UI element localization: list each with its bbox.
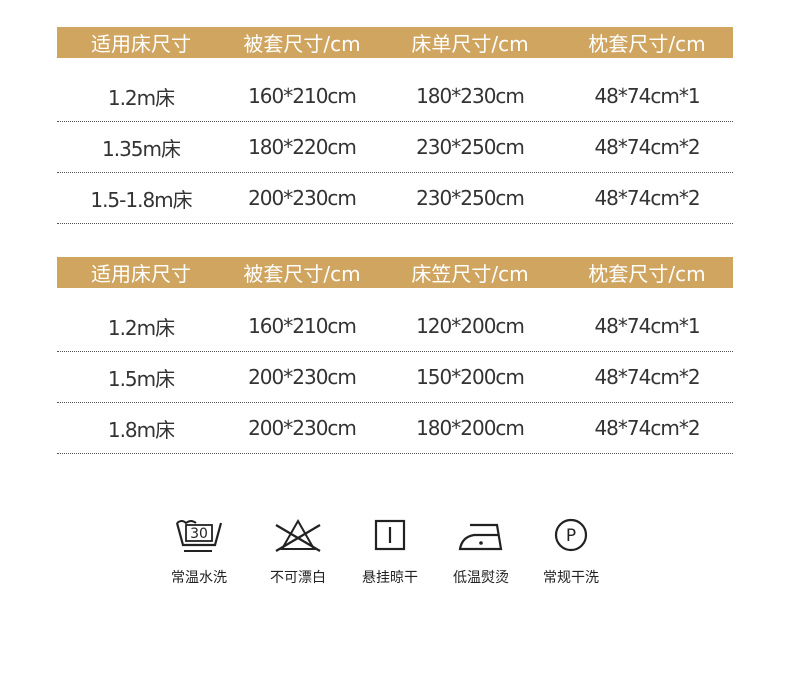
cell: 200*230cm: [248, 186, 357, 210]
cell: 48*74cm*2: [594, 135, 700, 159]
table-row: 1.2m床 160*210cm 180*230cm 48*74cm*1: [57, 71, 733, 122]
cell: 180*200cm: [416, 416, 525, 440]
table-row: 1.8m床 200*230cm 180*200cm 48*74cm*2: [57, 403, 733, 454]
svg-text:P: P: [566, 526, 576, 546]
cell: 1.8m床: [107, 417, 175, 442]
table-header: 适用床尺寸 被套尺寸/cm 床笠尺寸/cm 枕套尺寸/cm: [57, 257, 733, 288]
table-row: 1.5-1.8m床 200*230cm 230*250cm 48*74cm*2: [57, 173, 733, 224]
cell: 1.2m床: [107, 315, 175, 340]
care-iron: 低温熨烫: [436, 515, 526, 587]
wash-30-icon: 30: [175, 520, 223, 552]
size-table-1: 适用床尺寸 被套尺寸/cm 床单尺寸/cm 枕套尺寸/cm 1.2m床 160*…: [57, 27, 733, 224]
care-label: 低温熨烫: [453, 570, 509, 586]
table-row: 1.5m床 200*230cm 150*200cm 48*74cm*2: [57, 352, 733, 403]
care-wash: 30 常温水洗: [154, 515, 244, 587]
cell: 48*74cm*2: [594, 365, 700, 389]
cell: 120*200cm: [416, 314, 525, 338]
dry-clean-p-icon: P: [554, 518, 588, 552]
header-cell: 被套尺寸/cm: [243, 32, 361, 56]
cell: 230*250cm: [416, 186, 525, 210]
hang-dry-icon: [374, 519, 406, 551]
cell: 180*220cm: [248, 135, 357, 159]
no-bleach-icon: [275, 518, 321, 552]
cell: 1.35m床: [101, 136, 181, 161]
table-row: 1.2m床 160*210cm 120*200cm 48*74cm*1: [57, 301, 733, 352]
care-label: 常规干洗: [543, 570, 599, 586]
cell: 1.5m床: [107, 366, 175, 391]
cell: 1.2m床: [107, 85, 175, 110]
care-bleach: 不可漂白: [253, 515, 343, 587]
care-hang: 悬挂晾干: [345, 515, 435, 587]
cell: 150*200cm: [416, 365, 525, 389]
care-label: 常温水洗: [171, 570, 227, 586]
cell: 48*74cm*1: [594, 314, 700, 338]
cell: 200*230cm: [248, 416, 357, 440]
care-label: 不可漂白: [270, 570, 326, 586]
cell: 200*230cm: [248, 365, 357, 389]
cell: 160*210cm: [248, 314, 357, 338]
cell: 180*230cm: [416, 84, 525, 108]
header-cell: 床单尺寸/cm: [411, 32, 529, 56]
cell: 1.5-1.8m床: [90, 187, 192, 212]
size-table-2: 适用床尺寸 被套尺寸/cm 床笠尺寸/cm 枕套尺寸/cm 1.2m床 160*…: [57, 257, 733, 454]
header-cell: 枕套尺寸/cm: [588, 32, 706, 56]
header-cell: 适用床尺寸: [91, 262, 191, 286]
header-cell: 床笠尺寸/cm: [411, 262, 529, 286]
svg-text:30: 30: [190, 526, 208, 542]
care-label: 悬挂晾干: [362, 570, 418, 586]
table-row: 1.35m床 180*220cm 230*250cm 48*74cm*2: [57, 122, 733, 173]
table-header: 适用床尺寸 被套尺寸/cm 床单尺寸/cm 枕套尺寸/cm: [57, 27, 733, 58]
cell: 48*74cm*1: [594, 84, 700, 108]
header-cell: 枕套尺寸/cm: [588, 262, 706, 286]
cell: 160*210cm: [248, 84, 357, 108]
cell: 230*250cm: [416, 135, 525, 159]
cell: 48*74cm*2: [594, 416, 700, 440]
low-iron-icon: [458, 523, 503, 551]
care-dryclean: P 常规干洗: [526, 515, 616, 587]
cell: 48*74cm*2: [594, 186, 700, 210]
header-cell: 适用床尺寸: [91, 32, 191, 56]
header-cell: 被套尺寸/cm: [243, 262, 361, 286]
